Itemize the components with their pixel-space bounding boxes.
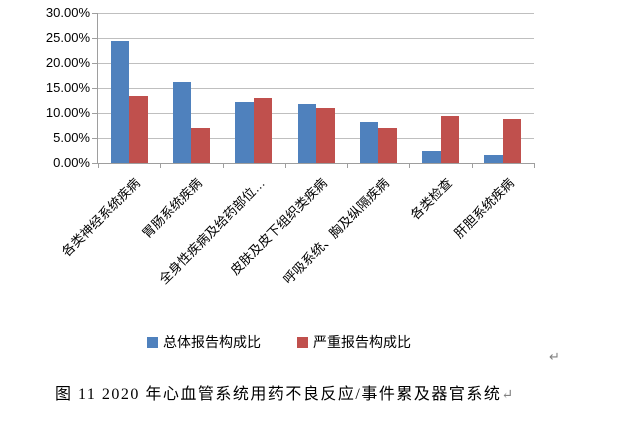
y-axis-tick-label: 30.00%	[45, 5, 90, 20]
y-axis-tick-label: 0.00%	[53, 155, 90, 170]
x-axis-tick	[347, 163, 349, 168]
x-axis-tick	[284, 163, 286, 168]
bar-s0-c4	[359, 122, 379, 163]
y-axis-tick	[92, 63, 97, 64]
x-axis-tick	[471, 163, 473, 168]
chart-legend: 总体报告构成比 严重报告构成比	[147, 334, 411, 350]
bar-s1-c2	[253, 98, 273, 163]
gridline	[98, 38, 534, 39]
gridline	[98, 88, 534, 89]
bar-s1-c4	[378, 127, 397, 163]
bar-s0-c2	[235, 102, 254, 163]
x-axis-tick	[160, 163, 162, 168]
y-axis-tick	[92, 113, 97, 114]
bar-s0-c0	[110, 41, 130, 163]
legend-item-0: 总体报告构成比	[147, 334, 261, 350]
x-axis-label: 各类检查	[407, 175, 455, 223]
bar-s1-c1	[191, 127, 210, 163]
y-axis-tick	[92, 38, 97, 39]
figure-caption: 图 11 2020 年心血管系统用药不良反应/事件累及器官系统↵	[55, 384, 615, 405]
bar-s1-c0	[129, 95, 148, 163]
x-axis-label: 各类神经系统疾病	[58, 175, 144, 260]
gridline	[98, 13, 534, 14]
y-axis-tick-label: 5.00%	[53, 130, 90, 145]
bar-s0-c3	[297, 103, 316, 163]
y-axis-tick-label: 15.00%	[45, 80, 90, 95]
y-axis-tick	[92, 138, 97, 139]
x-axis-tick	[98, 163, 99, 168]
y-axis-tick-label: 10.00%	[45, 105, 90, 120]
x-axis-tick	[222, 163, 224, 168]
figure-caption-text: 图 11 2020 年心血管系统用药不良反应/事件累及器官系统	[55, 386, 502, 403]
x-axis-tick	[409, 163, 411, 168]
bar-s1-c5	[440, 115, 460, 163]
legend-swatch-icon	[147, 336, 158, 348]
bar-s0-c1	[172, 81, 192, 163]
bar-s0-c6	[484, 154, 503, 163]
gridline	[98, 63, 534, 64]
y-axis-tick	[92, 13, 97, 14]
x-axis-label: 肝胆系统疾病	[450, 175, 517, 242]
y-axis-tick	[92, 163, 97, 164]
x-axis-label: 胃肠系统疾病	[139, 175, 206, 242]
plot-area	[92, 13, 535, 168]
legend-item-1: 严重报告构成比	[297, 334, 411, 350]
legend-swatch-icon	[297, 336, 308, 348]
x-axis-tick	[534, 163, 535, 168]
x-axis-label: 呼吸系统、胸及纵隔疾病	[280, 175, 393, 288]
y-axis-tick-label: 20.00%	[45, 55, 90, 70]
y-axis-tick	[92, 88, 97, 89]
x-axis-label: 全身性疾病及给药部位…	[155, 175, 268, 288]
legend-label: 严重报告构成比	[313, 334, 411, 350]
y-axis-tick-label: 25.00%	[45, 30, 90, 45]
paragraph-return-mark: ↵	[549, 349, 560, 364]
legend-label: 总体报告构成比	[163, 334, 261, 350]
bar-s1-c6	[502, 118, 522, 163]
bar-s1-c3	[316, 107, 335, 163]
bar-s0-c5	[422, 151, 441, 163]
caption-return-mark: ↵	[501, 388, 514, 403]
